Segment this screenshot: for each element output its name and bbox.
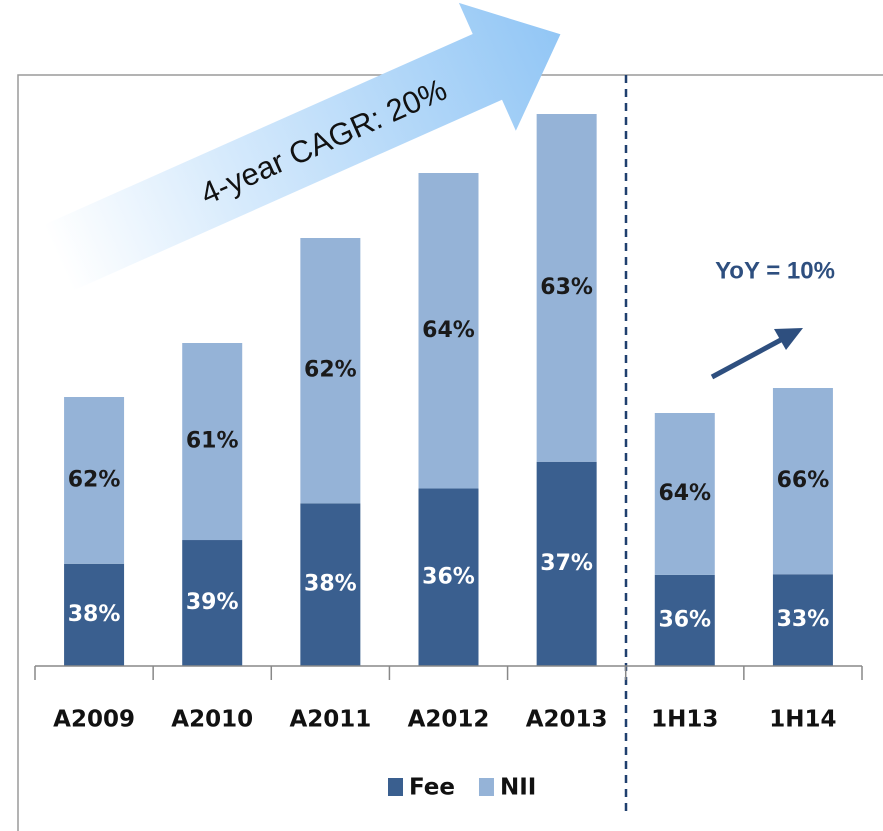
- arrow-shape: [43, 2, 561, 291]
- bar-segment: [536, 114, 597, 462]
- bar-segment: [64, 563, 125, 666]
- data-label: 36%: [658, 607, 711, 632]
- x-tick-label: A2011: [289, 707, 371, 733]
- data-label: 62%: [304, 358, 357, 383]
- data-label: 66%: [777, 468, 830, 493]
- yoy-label: YoY = 10%: [715, 257, 835, 284]
- bar-segment: [182, 540, 243, 666]
- data-label: 39%: [186, 590, 239, 615]
- x-tick-label: A2009: [53, 707, 135, 733]
- legend-swatch: [478, 778, 494, 796]
- bar-segment: [300, 503, 361, 666]
- yoy-arrow-head: [774, 328, 803, 350]
- x-tick-label: A2012: [408, 707, 490, 733]
- legend-label: NII: [500, 775, 536, 801]
- bar-segment: [418, 488, 479, 666]
- data-label: 38%: [68, 602, 121, 627]
- data-label: 33%: [777, 607, 830, 632]
- bar-segment: [300, 238, 361, 504]
- bar-segment: [772, 388, 833, 575]
- bar-segment: [654, 574, 715, 666]
- x-tick-label: A2013: [526, 707, 608, 733]
- bar-segment: [418, 173, 479, 489]
- data-label: 64%: [422, 318, 475, 343]
- legend-swatch: [388, 778, 403, 796]
- bar-segment: [654, 413, 715, 575]
- bar-segment: [536, 461, 597, 666]
- data-label: 36%: [422, 564, 475, 589]
- data-label: 64%: [658, 481, 711, 506]
- data-label: 38%: [304, 572, 357, 597]
- bar-segment: [182, 343, 243, 541]
- x-tick-label: 1H13: [651, 707, 718, 733]
- data-label: 62%: [68, 467, 121, 492]
- yoy-arrow: [710, 332, 792, 380]
- legend-label: Fee: [409, 775, 455, 801]
- x-tick-label: 1H14: [769, 707, 836, 733]
- bar-segment: [772, 574, 833, 666]
- x-tick-label: A2010: [171, 707, 253, 733]
- data-label: 37%: [540, 551, 593, 576]
- data-label: 63%: [540, 275, 593, 300]
- bar-segment: [64, 397, 125, 564]
- data-label: 61%: [186, 429, 239, 454]
